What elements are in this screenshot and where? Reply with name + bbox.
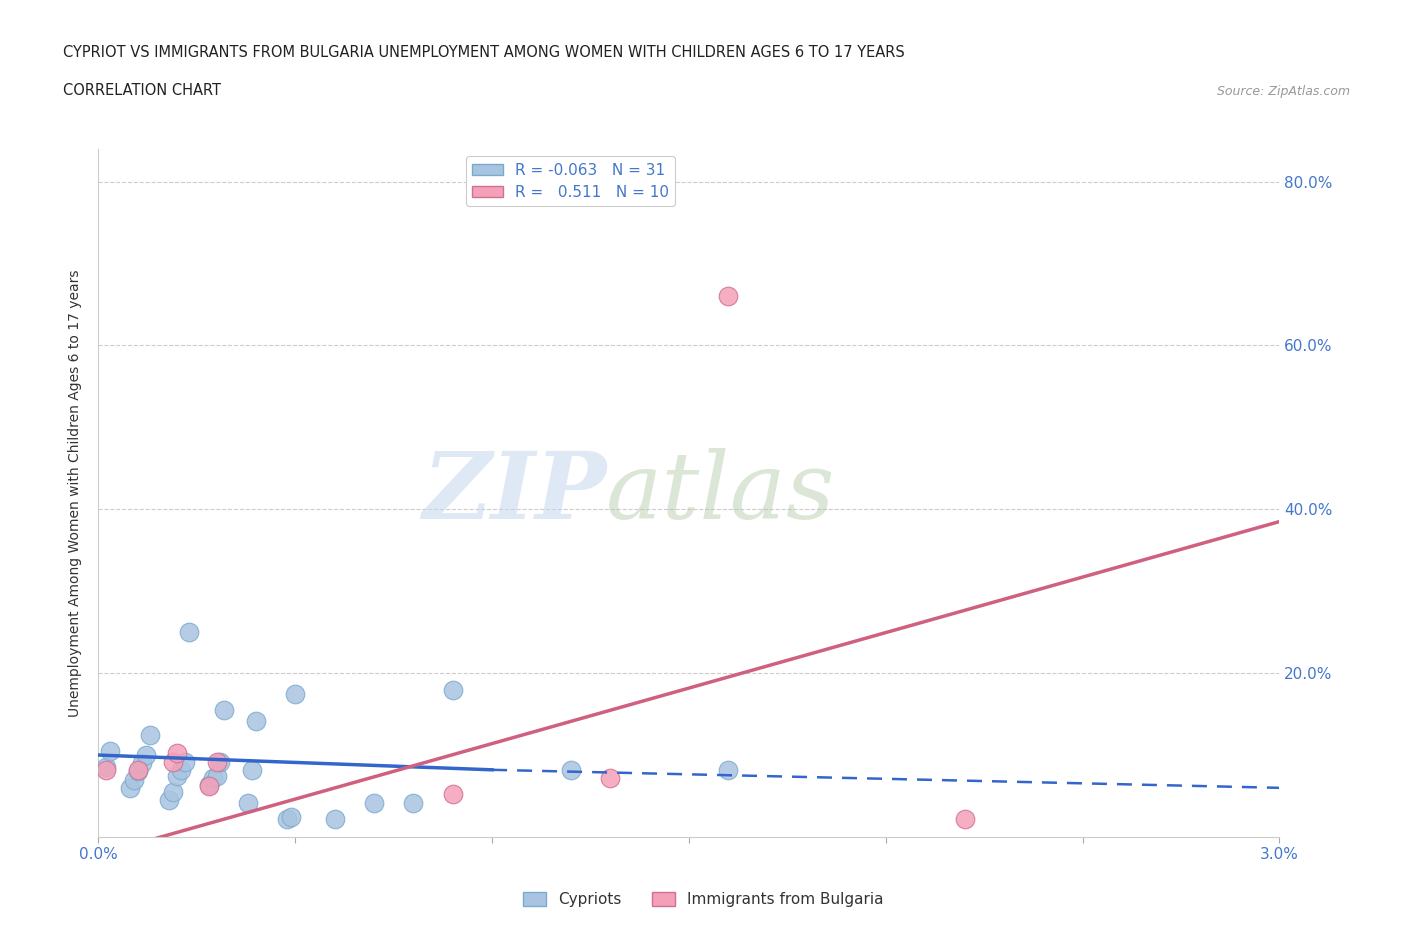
Point — [209, 754, 232, 769]
Point — [205, 768, 228, 783]
Point — [131, 756, 153, 771]
Text: CORRELATION CHART: CORRELATION CHART — [63, 83, 221, 98]
Point — [560, 763, 582, 777]
Point — [240, 763, 263, 777]
Point — [96, 760, 118, 775]
Point — [953, 812, 976, 827]
Text: ZIP: ZIP — [422, 448, 606, 538]
Point — [122, 772, 145, 787]
Point — [214, 702, 236, 717]
Point — [135, 748, 157, 763]
Point — [170, 763, 193, 777]
Text: atlas: atlas — [606, 448, 835, 538]
Legend: Cypriots, Immigrants from Bulgaria: Cypriots, Immigrants from Bulgaria — [516, 885, 890, 913]
Point — [162, 754, 184, 769]
Point — [162, 785, 184, 800]
Text: Source: ZipAtlas.com: Source: ZipAtlas.com — [1216, 85, 1350, 98]
Point — [205, 754, 228, 769]
Point — [98, 744, 121, 759]
Point — [197, 778, 219, 793]
Point — [441, 682, 464, 697]
Point — [127, 764, 149, 779]
Point — [599, 771, 621, 786]
Point — [166, 768, 188, 783]
Point — [717, 763, 740, 777]
Point — [138, 727, 160, 742]
Point — [284, 686, 307, 701]
Y-axis label: Unemployment Among Women with Children Ages 6 to 17 years: Unemployment Among Women with Children A… — [69, 269, 83, 717]
Point — [276, 812, 298, 827]
Point — [717, 289, 740, 304]
Point — [245, 713, 267, 728]
Point — [166, 746, 188, 761]
Point — [177, 625, 200, 640]
Point — [157, 792, 180, 807]
Point — [441, 787, 464, 802]
Point — [174, 754, 197, 769]
Point — [323, 812, 346, 827]
Text: CYPRIOT VS IMMIGRANTS FROM BULGARIA UNEMPLOYMENT AMONG WOMEN WITH CHILDREN AGES : CYPRIOT VS IMMIGRANTS FROM BULGARIA UNEM… — [63, 46, 905, 60]
Point — [96, 763, 118, 777]
Point — [402, 795, 425, 810]
Point — [363, 795, 385, 810]
Point — [127, 763, 149, 777]
Point — [201, 771, 224, 786]
Legend: R = -0.063   N = 31, R =   0.511   N = 10: R = -0.063 N = 31, R = 0.511 N = 10 — [467, 156, 675, 206]
Point — [236, 795, 259, 810]
Point — [118, 780, 141, 795]
Point — [197, 777, 219, 792]
Point — [280, 809, 302, 824]
